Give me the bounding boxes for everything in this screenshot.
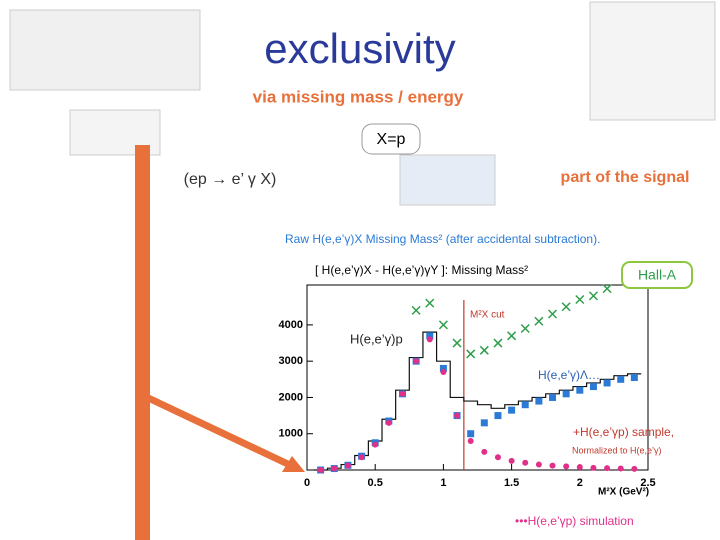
point bbox=[399, 390, 406, 397]
point bbox=[534, 316, 544, 326]
point bbox=[439, 364, 447, 372]
point bbox=[535, 461, 542, 468]
point bbox=[507, 331, 517, 341]
chart-title: Raw H(e,e’γ)X Missing Mass² (after accid… bbox=[285, 232, 600, 246]
y-tick-label: 3000 bbox=[279, 355, 303, 367]
point bbox=[508, 406, 516, 414]
plot-area bbox=[306, 284, 649, 471]
point bbox=[493, 338, 503, 348]
point bbox=[604, 465, 611, 472]
y-tick-label: 1000 bbox=[279, 428, 303, 440]
chart-subtitle: [ H(e,e’γ)X - H(e,e’γ)γY ]: Missing Mass… bbox=[315, 263, 528, 277]
point bbox=[344, 462, 351, 469]
point bbox=[563, 463, 570, 470]
point bbox=[454, 412, 461, 419]
point bbox=[588, 291, 598, 301]
point bbox=[520, 323, 530, 334]
point bbox=[535, 397, 543, 405]
badge-box bbox=[621, 261, 693, 289]
point bbox=[522, 459, 529, 466]
point bbox=[547, 309, 558, 319]
point bbox=[426, 332, 434, 340]
chart: 0 0.5 1 1.5 2 2.5 1000 2000 3000 4000 bbox=[279, 284, 656, 489]
x-axis-label: M²X (GeV²) bbox=[598, 487, 649, 498]
point bbox=[467, 430, 475, 438]
point bbox=[494, 412, 502, 420]
point bbox=[590, 464, 597, 471]
title: exclusivity bbox=[264, 25, 455, 72]
point bbox=[603, 379, 611, 387]
x-tick-label: 0.5 bbox=[368, 477, 383, 489]
point bbox=[617, 375, 625, 383]
setup-image bbox=[399, 154, 496, 206]
reaction: (ep → e’ γ X) bbox=[184, 171, 277, 188]
point bbox=[440, 369, 447, 376]
histogram-line bbox=[313, 331, 642, 471]
point bbox=[576, 464, 583, 471]
point bbox=[630, 374, 638, 381]
point bbox=[331, 465, 338, 472]
y-tick-label: 2000 bbox=[279, 391, 303, 403]
arrow bbox=[140, 391, 294, 470]
x-tick-label: 1.5 bbox=[504, 477, 519, 489]
point bbox=[494, 454, 501, 461]
point bbox=[411, 305, 421, 315]
arrow-head bbox=[282, 456, 305, 472]
point bbox=[481, 448, 488, 455]
x-tick-label: 0 bbox=[304, 477, 310, 489]
point bbox=[425, 298, 435, 308]
annotation: H(e,e’γ)p bbox=[350, 331, 403, 346]
point bbox=[602, 284, 612, 294]
point bbox=[549, 393, 557, 401]
point bbox=[317, 467, 324, 473]
annotation: •••H(e,e’γp) simulation bbox=[515, 514, 634, 528]
point bbox=[561, 302, 571, 312]
point bbox=[479, 345, 489, 355]
point bbox=[466, 349, 476, 359]
point bbox=[631, 465, 638, 472]
annotation: +H(e,e’γp) sample, bbox=[573, 425, 674, 439]
point bbox=[521, 401, 529, 409]
point bbox=[575, 294, 585, 305]
subtitle: via missing mass / energy bbox=[253, 87, 464, 106]
point bbox=[589, 383, 597, 391]
box bbox=[361, 123, 421, 155]
badge: Hall-A bbox=[638, 267, 677, 283]
point bbox=[426, 336, 433, 343]
plot-thumbnail bbox=[589, 1, 716, 121]
box-label: X=p bbox=[377, 131, 406, 148]
annotation: H(e,e’γ)Λ… bbox=[538, 368, 600, 382]
x-tick-label: 2 bbox=[577, 477, 583, 489]
signal-note: part of the signal bbox=[561, 169, 690, 186]
point bbox=[549, 462, 556, 469]
point bbox=[617, 465, 624, 472]
point bbox=[467, 437, 474, 444]
point bbox=[358, 454, 365, 461]
detector-image bbox=[9, 9, 201, 91]
point bbox=[372, 441, 379, 448]
point bbox=[562, 390, 570, 398]
y-tick-label: 4000 bbox=[279, 319, 303, 331]
x-tick-label: 2.5 bbox=[640, 477, 655, 489]
point bbox=[452, 338, 462, 348]
point bbox=[413, 358, 420, 365]
annotation: M²X cut bbox=[470, 310, 505, 321]
orange-bar bbox=[135, 145, 150, 540]
point bbox=[576, 386, 584, 394]
point bbox=[508, 457, 515, 464]
point bbox=[385, 419, 392, 426]
annotation: Normalized to H(e,e’γ) bbox=[572, 445, 662, 455]
x-tick-label: 1 bbox=[440, 477, 446, 489]
point bbox=[438, 320, 448, 330]
point bbox=[480, 419, 488, 427]
